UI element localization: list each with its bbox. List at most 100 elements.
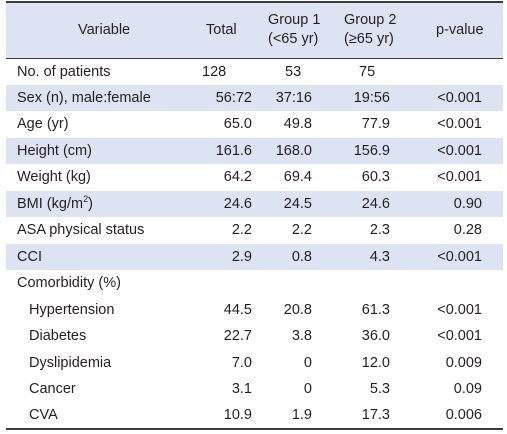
cell-group2: 24.6 — [361, 195, 390, 212]
cell-variable: Cancer — [29, 381, 76, 398]
cell-total: 10.9 — [223, 407, 252, 424]
cell-group1: 0 — [303, 381, 312, 398]
table-row-cva: CVA 10.9 1.9 17.3 0.006 — [6, 403, 503, 429]
table-body: No. of patients 128 53 75 Sex (n), male:… — [6, 58, 503, 429]
cell-group2: 77.9 — [361, 116, 390, 133]
cell-variable: Diabetes — [29, 328, 87, 345]
cell-group2: 61.3 — [361, 301, 390, 318]
cell-pvalue: <0.001 — [437, 116, 482, 133]
cell-variable: Hypertension — [29, 301, 115, 318]
cell-variable: Age (yr) — [17, 116, 69, 133]
cell-total: 56:72 — [215, 89, 252, 106]
cell-group1: 53 — [285, 63, 302, 80]
header-group1: Group 1 (<65 yr) — [262, 2, 340, 58]
cell-group2: 156.9 — [353, 142, 390, 159]
demographics-table: Variable Total Group 1 (<65 yr) Group 2 … — [6, 1, 503, 430]
cell-group1: 20.8 — [283, 301, 312, 318]
cell-total: 2.2 — [231, 222, 252, 239]
cell-total: 3.1 — [231, 381, 252, 398]
header-pvalue: p-value — [436, 21, 484, 38]
cell-variable: BMI (kg/m2) — [6, 191, 196, 218]
cell-pvalue — [416, 58, 503, 85]
cell-pvalue: 0.09 — [453, 381, 482, 398]
cell-group2: 36.0 — [361, 328, 390, 345]
cell-group2: 5.3 — [369, 381, 390, 398]
cell-total: 128 — [202, 63, 227, 80]
cell-total: 64.2 — [223, 169, 252, 186]
cell-total: 22.7 — [223, 328, 252, 345]
cell-group2: 12.0 — [361, 354, 390, 371]
table-row-sex: Sex (n), male:female 56:72 37:16 19:56 <… — [6, 84, 503, 111]
header-group1-line2: (<65 yr) — [268, 31, 319, 48]
cell-variable: Sex (n), male:female — [17, 89, 151, 106]
header-group2-line2: (≥65 yr) — [344, 31, 394, 48]
table-row-cancer: Cancer 3.1 0 5.3 0.09 — [6, 376, 503, 403]
table-row-patients: No. of patients 128 53 75 — [6, 58, 503, 85]
header-row: Variable Total Group 1 (<65 yr) Group 2 … — [6, 2, 503, 58]
table-row-dyslipidemia: Dyslipidemia 7.0 0 12.0 0.009 — [6, 350, 503, 377]
cell-group1 — [262, 270, 340, 297]
cell-group2: 2.3 — [369, 222, 390, 239]
cell-total: 65.0 — [223, 116, 252, 133]
cell-total: 44.5 — [223, 301, 252, 318]
cell-variable: Comorbidity (%) — [17, 275, 121, 292]
cell-variable: Weight (kg) — [17, 169, 91, 186]
bmi-label: BMI (kg/m — [17, 195, 84, 212]
bmi-label-end: ) — [88, 195, 93, 212]
cell-total: 161.6 — [215, 142, 252, 159]
cell-pvalue: 0.90 — [453, 195, 482, 212]
table-row-age: Age (yr) 65.0 49.8 77.9 <0.001 — [6, 111, 503, 138]
table-row-cci: CCI 2.9 0.8 4.3 <0.001 — [6, 243, 503, 270]
cell-pvalue — [416, 270, 503, 297]
cell-total — [196, 270, 262, 297]
header-group1-line1: Group 1 — [268, 12, 321, 29]
cell-group1: 49.8 — [283, 116, 312, 133]
cell-pvalue: <0.001 — [437, 248, 482, 265]
cell-group1: 0.8 — [291, 248, 312, 265]
cell-pvalue: 0.009 — [445, 354, 482, 371]
cell-pvalue: <0.001 — [437, 142, 482, 159]
cell-total: 7.0 — [231, 354, 252, 371]
cell-group1: 2.2 — [291, 222, 312, 239]
cell-variable: No. of patients — [17, 63, 111, 80]
header-variable: Variable — [78, 21, 131, 38]
cell-pvalue: 0.28 — [453, 222, 482, 239]
cell-total: 2.9 — [231, 248, 252, 265]
cell-pvalue: 0.006 — [445, 407, 482, 424]
header-group2-line1: Group 2 — [344, 12, 397, 29]
table-row-weight: Weight (kg) 64.2 69.4 60.3 <0.001 — [6, 164, 503, 191]
cell-group2: 75 — [359, 63, 376, 80]
cell-group1: 24.5 — [283, 195, 312, 212]
cell-group2: 17.3 — [361, 407, 390, 424]
bmi-superscript: 2 — [83, 193, 89, 204]
table-row-bmi: BMI (kg/m2) 24.6 24.5 24.6 0.90 — [6, 190, 503, 218]
cell-variable: CCI — [17, 248, 42, 265]
cell-group1: 168.0 — [275, 142, 312, 159]
cell-group2: 19:56 — [353, 89, 390, 106]
cell-total: 24.6 — [223, 195, 252, 212]
cell-group1: 3.8 — [291, 328, 312, 345]
cell-group1: 69.4 — [283, 169, 312, 186]
cell-variable: Height (cm) — [17, 142, 92, 159]
cell-variable: CVA — [29, 407, 58, 424]
cell-pvalue: <0.001 — [437, 89, 482, 106]
cell-variable: ASA physical status — [17, 222, 145, 239]
cell-group1: 1.9 — [291, 407, 312, 424]
cell-group1: 37:16 — [275, 89, 312, 106]
cell-group2: 60.3 — [361, 169, 390, 186]
table-row-height: Height (cm) 161.6 168.0 156.9 <0.001 — [6, 137, 503, 164]
cell-group2: 4.3 — [369, 248, 390, 265]
header-group2: Group 2 (≥65 yr) — [340, 2, 416, 58]
table-row-comorbidity: Comorbidity (%) — [6, 270, 503, 297]
table-header: Variable Total Group 1 (<65 yr) Group 2 … — [6, 2, 503, 58]
cell-pvalue: <0.001 — [437, 301, 482, 318]
header-total: Total — [206, 21, 237, 38]
table-row-diabetes: Diabetes 22.7 3.8 36.0 <0.001 — [6, 323, 503, 350]
cell-group2 — [340, 270, 416, 297]
table-row-asa: ASA physical status 2.2 2.2 2.3 0.28 — [6, 217, 503, 244]
table-row-hypertension: Hypertension 44.5 20.8 61.3 <0.001 — [6, 297, 503, 324]
cell-group1: 0 — [303, 354, 312, 371]
cell-pvalue: <0.001 — [437, 328, 482, 345]
cell-variable: Dyslipidemia — [29, 354, 112, 371]
